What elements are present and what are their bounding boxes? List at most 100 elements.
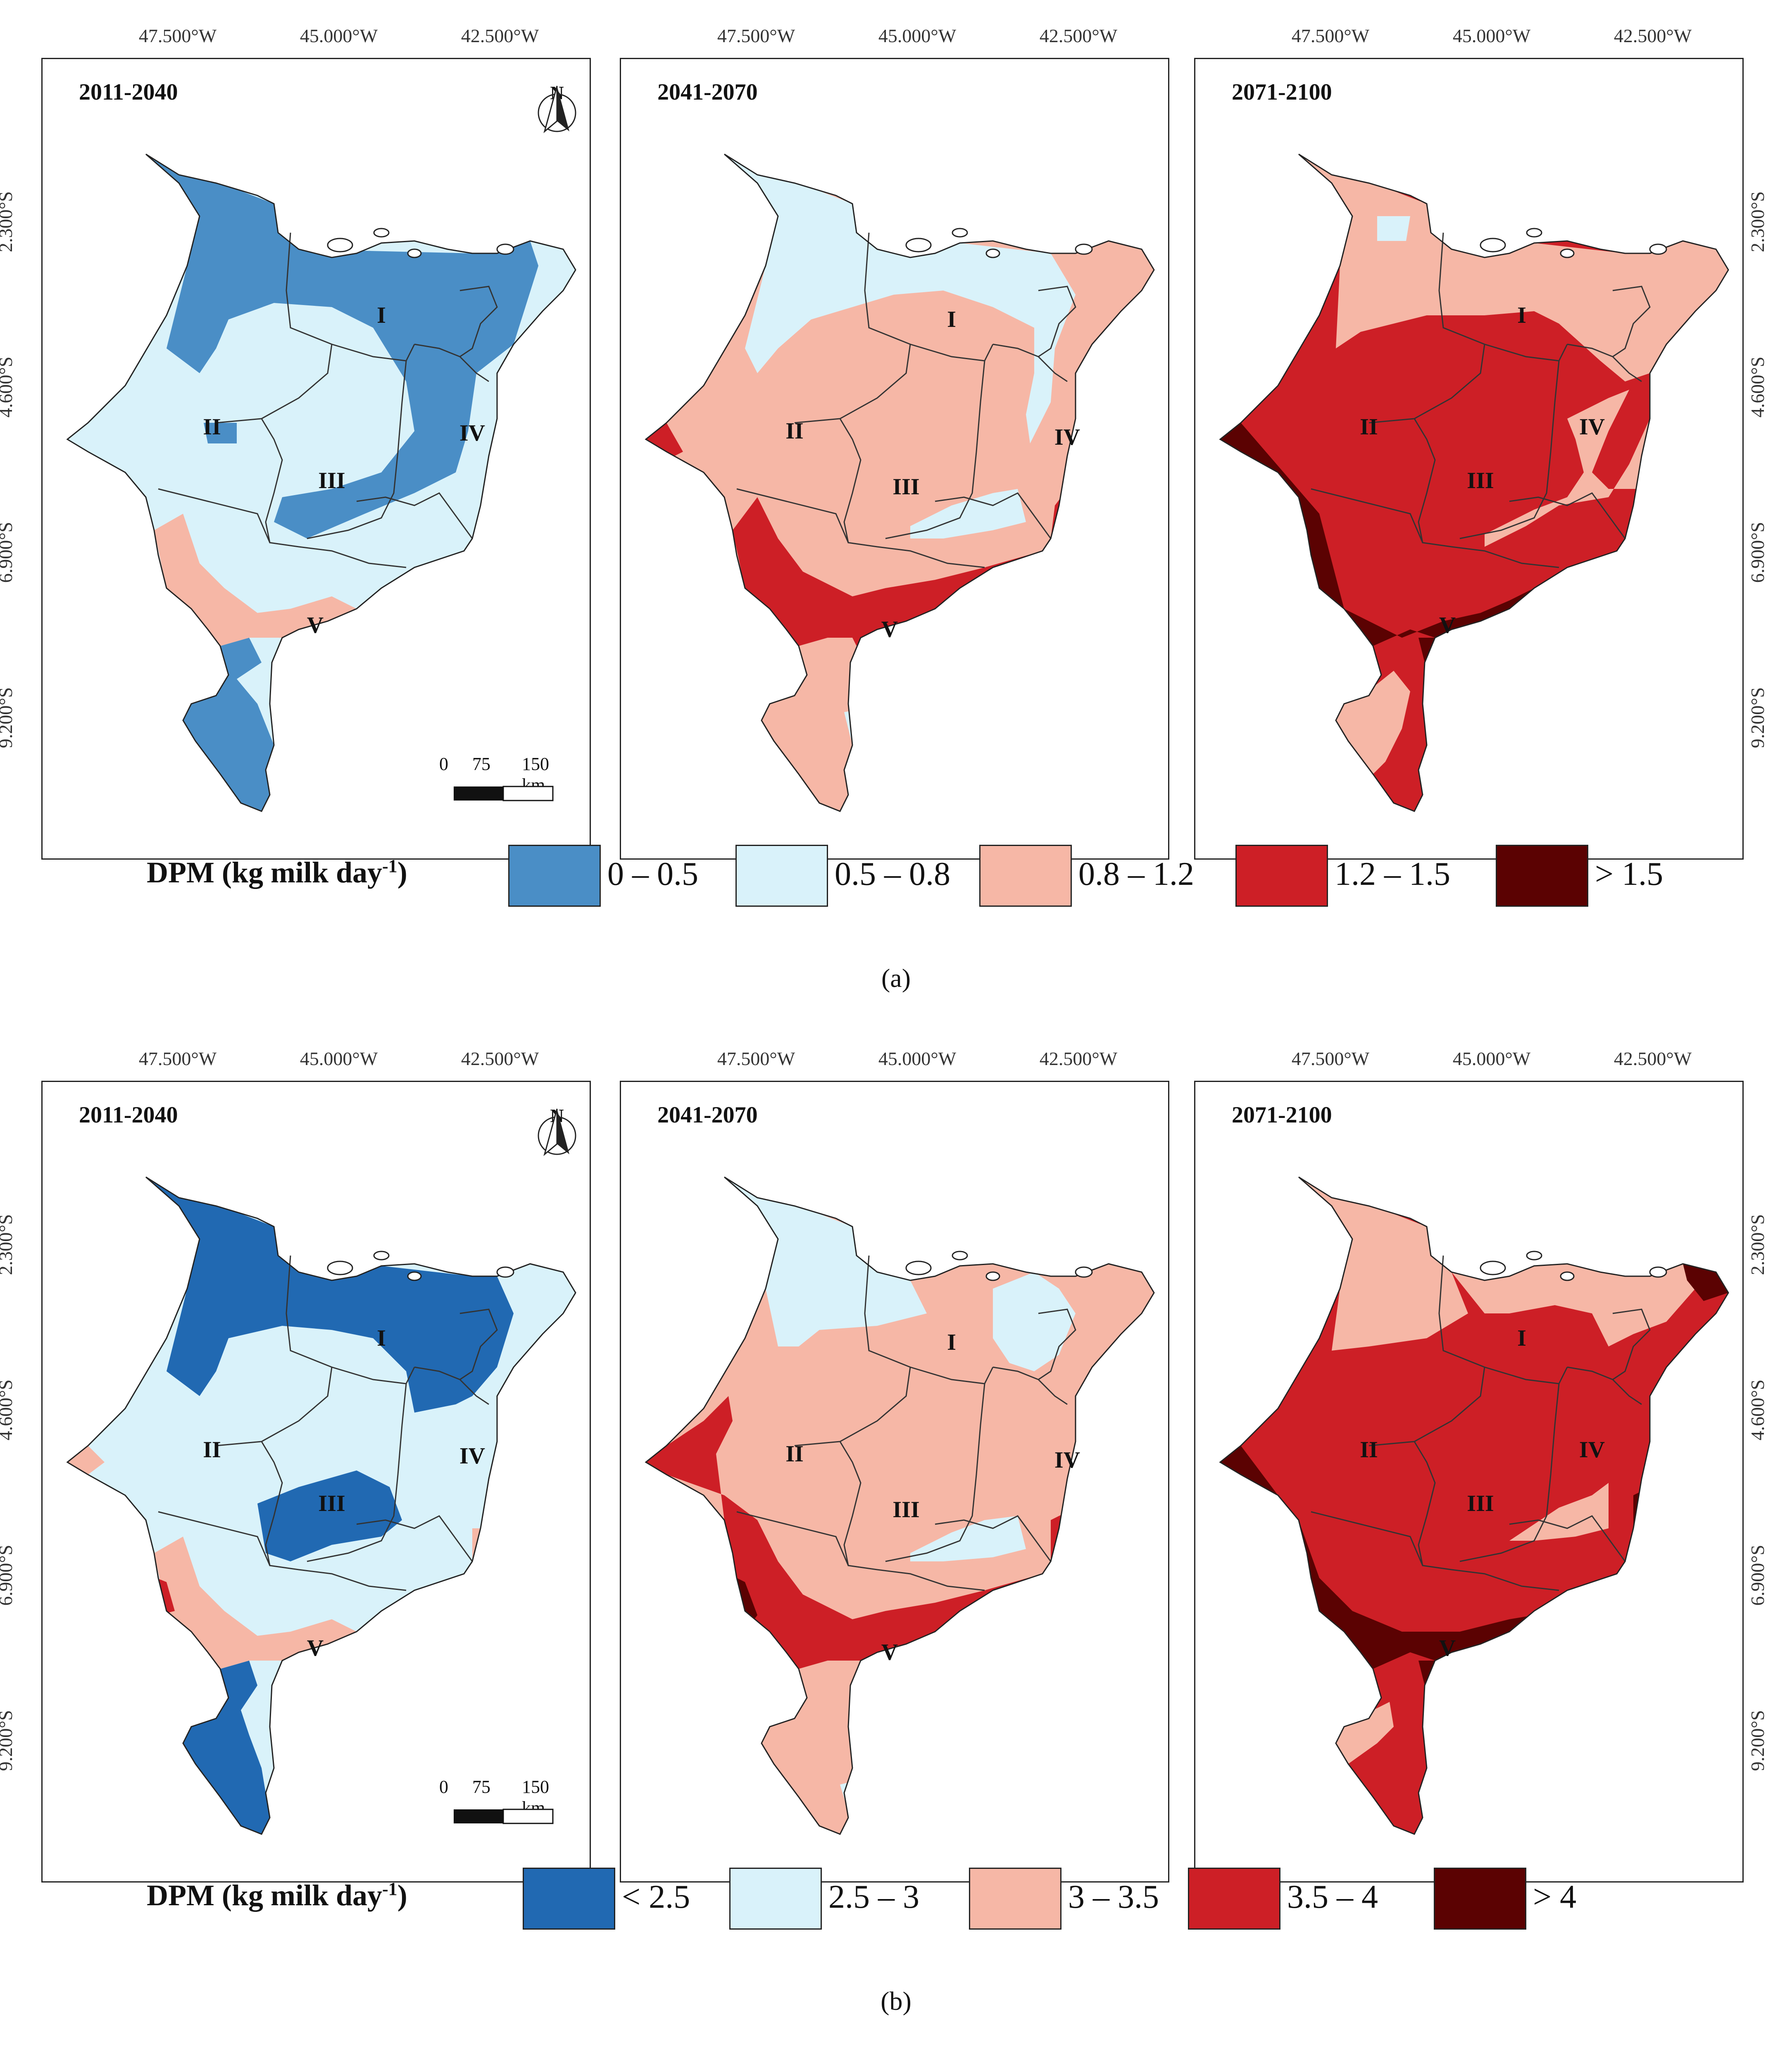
figure-b: 47.500°W 45.000°W 42.500°W 2.300°S 4.600°S 6.… [0, 1023, 1792, 2035]
coastal-island [985, 1271, 1000, 1281]
latitude-tick-label: 4.600°S [0, 356, 17, 418]
longitude-tick-label: 42.500°W [461, 25, 539, 46]
zone-2.5 – 3 [993, 1272, 1076, 1371]
map-frame: 2011-2040IIIIIIIVVN075150 km [41, 58, 591, 860]
region-boundary [158, 1511, 271, 1566]
zone-< 2.5 [257, 1470, 402, 1561]
longitude-tick-label: 47.500°W [1291, 25, 1370, 46]
legend-swatch [969, 1868, 1061, 1930]
zone-1.2 – 1.5 [881, 745, 894, 762]
longitude-tick-label: 42.500°W [1039, 1048, 1118, 1069]
legend-label: 2.5 – 3 [828, 1879, 919, 1915]
region-boundary [459, 286, 498, 357]
north-arrow-icon: N [532, 82, 582, 164]
legend-label: 1.2 – 1.5 [1335, 856, 1450, 892]
region-boundary [356, 492, 473, 539]
latitude-tick-label: 4.600°S [0, 1379, 17, 1441]
state-outline [645, 153, 1155, 812]
zone-0.5 – 0.8 [724, 154, 1076, 443]
latitude-tick-label: 9.200°S [1747, 1710, 1768, 1771]
scale-bar: 0 75 150 km [398, 753, 563, 811]
coastal-island [905, 238, 932, 253]
region-boundary [459, 1308, 498, 1380]
zone-3 – 3.5 [274, 1727, 295, 1776]
period-label: 2071-2100 [1232, 1102, 1332, 1128]
region-boundary [839, 418, 985, 568]
region-label-II: II [1360, 1437, 1378, 1463]
region-label-II: II [203, 1437, 221, 1463]
period-label: 2011-2040 [79, 1102, 178, 1128]
classified-zones [67, 1177, 576, 1834]
period-label: 2011-2040 [79, 79, 178, 105]
scale-tick-label: 75 [472, 1777, 490, 1797]
legend: DPM (kg milk day-1) < 2.5 2.5 – 3 3 – 3.5 3.… [0, 1862, 1792, 1936]
legend-title: DPM (kg milk day-1) [147, 856, 407, 889]
region-boundary [1311, 1511, 1423, 1566]
latitude-tick-label: 9.200°S [0, 1710, 17, 1771]
longitude-tick-label: 47.500°W [717, 1048, 795, 1069]
region-label-IV: IV [459, 420, 485, 446]
latitude-tick-label: 6.900°S [1747, 522, 1768, 583]
region-boundary [1038, 286, 1076, 357]
region-label-V: V [307, 1635, 324, 1661]
coastal-island [496, 1266, 514, 1278]
region-boundary [261, 1441, 407, 1591]
map-svg [66, 1176, 576, 1835]
region-boundary [307, 1383, 407, 1562]
longitude-tick-label: 47.500°W [1291, 1048, 1370, 1069]
zone-2.5 – 3 [910, 1516, 1026, 1561]
scale-tick-label: 0 [439, 754, 448, 774]
legend-swatch [735, 845, 828, 907]
zone-3 – 3.5 [1509, 1483, 1609, 1541]
map-panel-2011-2040: 47.500°W 45.000°W 42.500°W 2.300°S 4.600°S 6.… [0, 1048, 595, 1891]
coastal-island [1075, 243, 1093, 255]
period-label: 2041-2070 [657, 79, 758, 105]
coastal-island [327, 1261, 353, 1275]
scale-bar: 0 75 150 km [398, 1776, 563, 1834]
legend-label: 3.5 – 4 [1287, 1879, 1378, 1915]
region-boundary [261, 418, 407, 568]
region-label-III: III [892, 1497, 920, 1523]
coastal-island [1560, 1271, 1575, 1281]
region-label-IV: IV [459, 1443, 485, 1469]
longitude-tick-label: 42.500°W [461, 1048, 539, 1069]
longitude-tick-label: 45.000°W [300, 1048, 378, 1069]
longitude-tick-label: 45.000°W [878, 25, 957, 46]
legend-title: DPM (kg milk day-1) [147, 1879, 407, 1912]
region-label-IV: IV [1579, 1437, 1605, 1463]
map-frame: 2071-2100 I II III IV V [1194, 1081, 1744, 1883]
zone-> 1.5 [1220, 423, 1617, 646]
region-label-I: I [947, 307, 956, 332]
region-boundary [885, 360, 985, 539]
legend-swatch [1496, 845, 1588, 907]
region-label-IV: IV [1054, 424, 1080, 450]
legend-label: 0 – 0.5 [607, 856, 698, 892]
coastal-island [905, 1261, 932, 1275]
legend-label: > 1.5 [1595, 856, 1663, 892]
zone-0.8 – 1.2 [1485, 390, 1650, 547]
latitude-tick-label: 2.300°S [0, 191, 17, 253]
region-boundary [935, 1515, 1052, 1562]
legend-swatch [979, 845, 1072, 907]
zone-> 4 [1683, 1264, 1728, 1301]
zone-3 – 3.5 [154, 1537, 357, 1669]
legend-label: < 2.5 [622, 1879, 690, 1915]
coastal-island [952, 228, 968, 238]
zone-< 2.5 [183, 1661, 270, 1834]
region-boundary [1414, 418, 1559, 568]
map-frame: 2011-2040IIIIIIIVVN075150 km [41, 1081, 591, 1883]
region-boundary [885, 1383, 985, 1562]
zone-< 2.5 [146, 1177, 514, 1413]
region-boundary [1459, 1383, 1560, 1562]
longitude-tick-label: 47.500°W [138, 25, 217, 46]
coastal-island [373, 1251, 390, 1261]
period-label: 2041-2070 [657, 1102, 758, 1128]
classified-zones [646, 1177, 1154, 1834]
latitude-tick-label: 6.900°S [0, 522, 17, 583]
longitude-tick-label: 42.500°W [1614, 1048, 1692, 1069]
longitude-tick-label: 42.500°W [1614, 25, 1692, 46]
latitude-tick-label: 2.300°S [1747, 191, 1768, 253]
longitude-tick-label: 42.500°W [1039, 25, 1118, 46]
zone-3 – 3.5 [1452, 1264, 1695, 1346]
map-svg [1219, 1176, 1729, 1835]
